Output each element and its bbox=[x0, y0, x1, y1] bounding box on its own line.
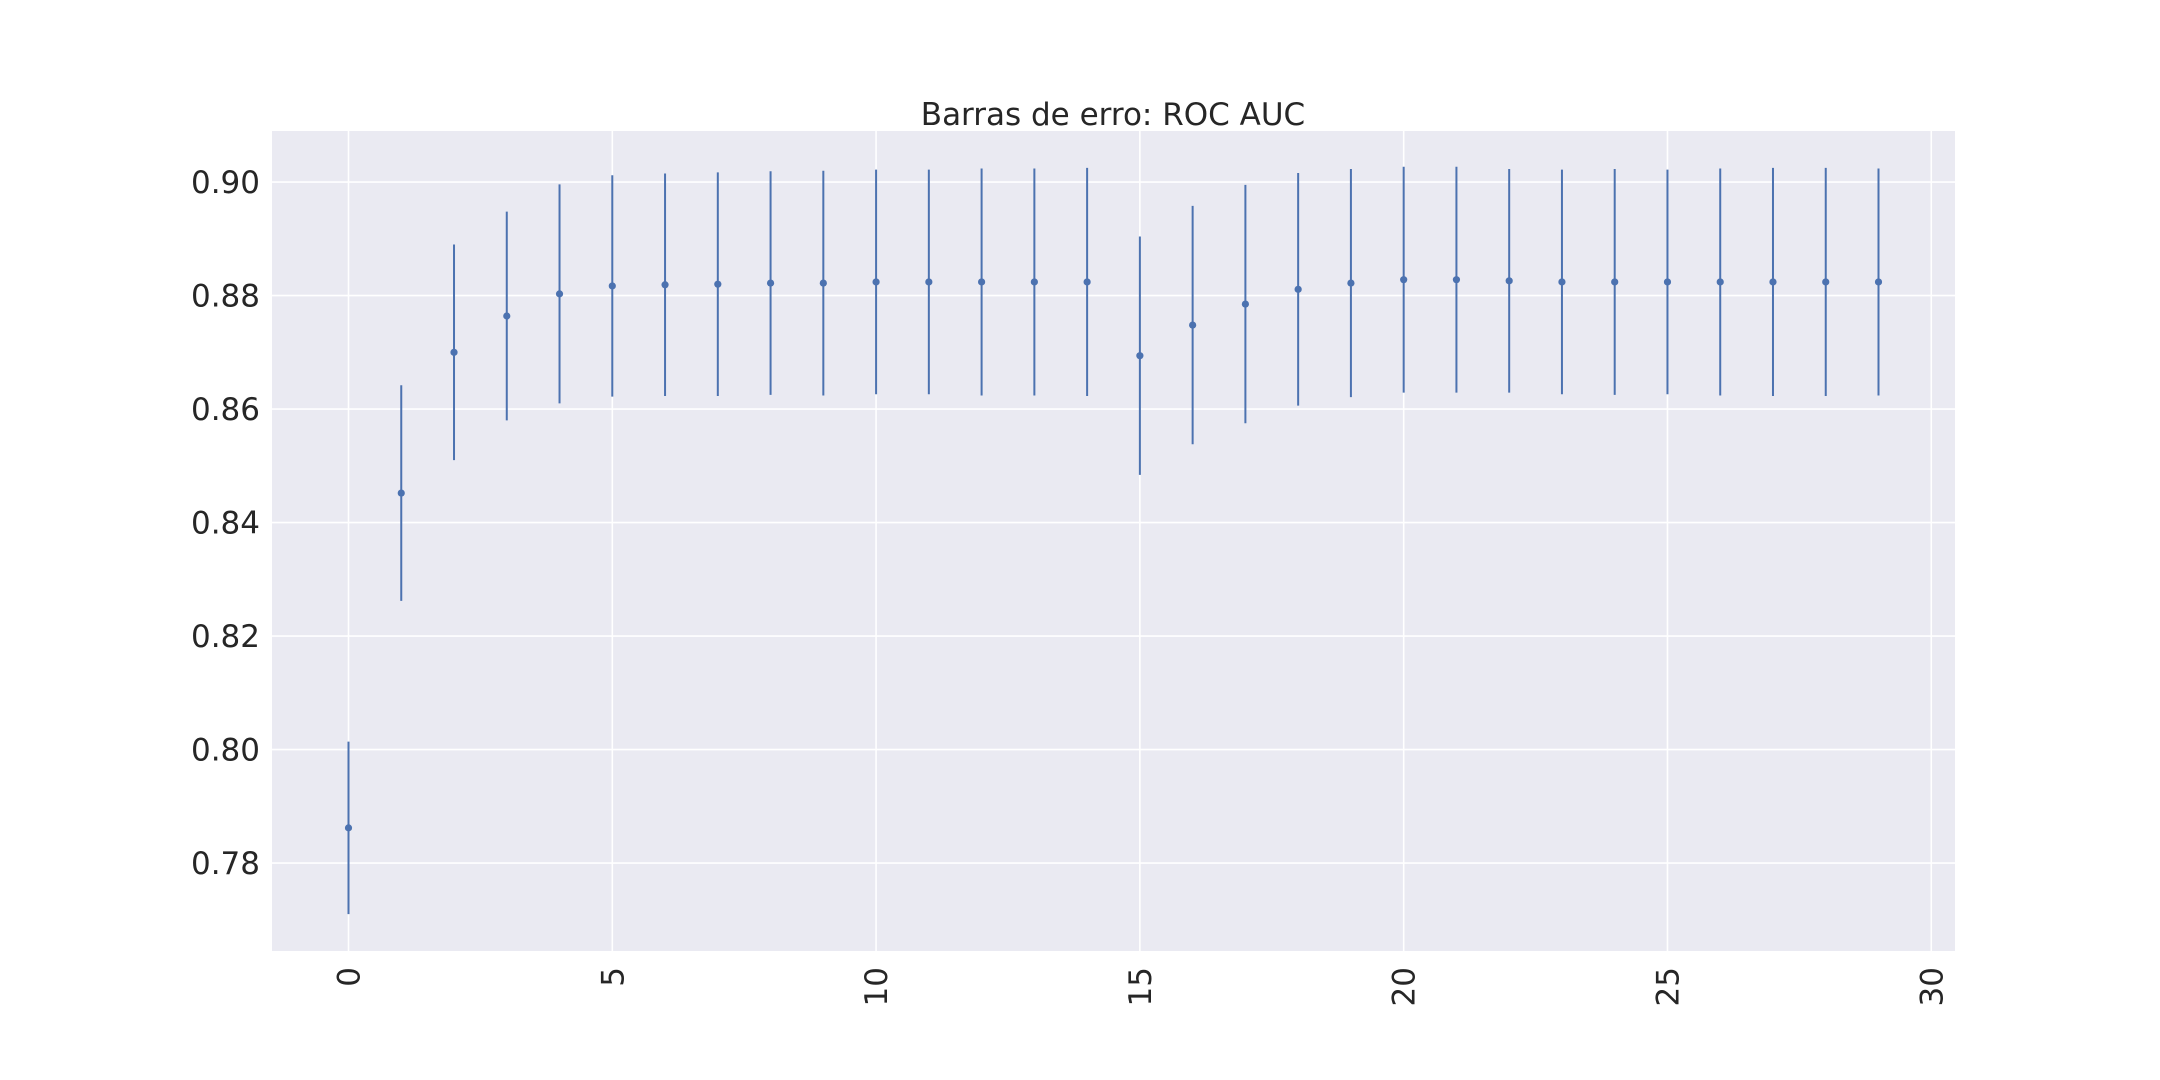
data-point bbox=[766, 279, 775, 287]
x-tick-label: 10 bbox=[859, 967, 895, 1006]
x-tick-label: 0 bbox=[332, 967, 368, 987]
x-tick-label: 20 bbox=[1387, 967, 1423, 1006]
data-point bbox=[1189, 321, 1197, 329]
data-point bbox=[1452, 276, 1461, 284]
data-point bbox=[1030, 278, 1038, 286]
data-point bbox=[1716, 278, 1724, 286]
data-point bbox=[503, 312, 511, 320]
plot-area bbox=[272, 131, 1955, 951]
data-point bbox=[1663, 278, 1672, 286]
data-point bbox=[1558, 278, 1566, 286]
chart-title: Barras de erro: ROC AUC bbox=[921, 97, 1305, 133]
data-series bbox=[344, 166, 1883, 915]
data-point bbox=[1874, 278, 1883, 286]
data-point bbox=[872, 278, 880, 286]
x-tick-label: 15 bbox=[1123, 967, 1159, 1006]
data-point bbox=[1822, 278, 1830, 286]
y-tick-label: 0.84 bbox=[191, 506, 260, 542]
y-tick-label: 0.90 bbox=[191, 165, 260, 201]
x-tick-label: 5 bbox=[595, 967, 631, 987]
y-axis-ticks: 0.78 0.80 0.82 0.84 0.86 0.88 0.90 bbox=[191, 165, 260, 882]
y-tick-label: 0.86 bbox=[191, 392, 260, 428]
data-point bbox=[608, 282, 616, 290]
data-point bbox=[1347, 279, 1355, 287]
data-point bbox=[1611, 278, 1619, 286]
data-point bbox=[925, 278, 933, 286]
y-tick-label: 0.82 bbox=[191, 619, 260, 655]
data-point bbox=[714, 280, 722, 288]
x-tick-label: 25 bbox=[1650, 967, 1686, 1006]
y-tick-label: 0.80 bbox=[191, 733, 260, 769]
data-point bbox=[819, 279, 827, 287]
data-point bbox=[397, 489, 405, 497]
data-point bbox=[555, 290, 564, 298]
data-point bbox=[1241, 300, 1249, 308]
data-point bbox=[978, 278, 986, 286]
data-point bbox=[1294, 285, 1302, 293]
y-tick-label: 0.88 bbox=[191, 279, 260, 315]
data-point bbox=[344, 824, 353, 832]
data-point bbox=[1400, 276, 1408, 284]
data-point bbox=[1505, 277, 1513, 285]
data-point bbox=[661, 281, 669, 289]
x-axis-ticks: 0 5 10 15 20 25 30 bbox=[332, 967, 1951, 1006]
x-tick-label: 30 bbox=[1914, 967, 1950, 1006]
data-point bbox=[450, 348, 458, 356]
y-tick-label: 0.78 bbox=[191, 846, 260, 882]
data-point bbox=[1769, 278, 1777, 286]
data-point bbox=[1083, 278, 1091, 286]
y-gridlines bbox=[272, 181, 1955, 864]
data-point bbox=[1136, 352, 1144, 360]
